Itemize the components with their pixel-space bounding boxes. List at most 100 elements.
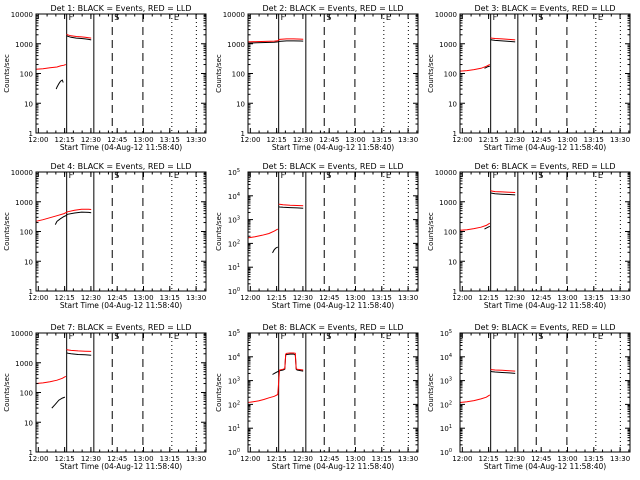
x-tick-label: 12:30: [505, 455, 525, 463]
y-tick-label: 1: [453, 130, 457, 138]
detector-panel-6: Det 6: BLACK = Events, RED = LLDFSE11010…: [427, 162, 631, 310]
detector-panel-7: Det 7: BLACK = Events, RED = LLDFSE11010…: [3, 323, 207, 471]
x-axis-label: Start Time (04-Aug-12 11:58:40): [484, 143, 606, 152]
plot-frame: [247, 171, 419, 292]
x-tick-label: 12:30: [81, 455, 101, 463]
x-tick-label: 12:30: [293, 455, 313, 463]
x-axis-label: Start Time (04-Aug-12 11:58:40): [272, 143, 394, 152]
y-tick-label: 105: [228, 329, 240, 338]
series-line-red: [247, 228, 279, 239]
x-tick-label: 12:45: [531, 136, 551, 144]
x-tick-label: 13:00: [133, 455, 153, 463]
x-tick-label: 13:15: [584, 294, 604, 302]
x-tick-label: 13:30: [186, 455, 206, 463]
x-tick-label: 13:30: [186, 294, 206, 302]
x-tick-label: 12:15: [55, 136, 75, 144]
vline-marker-label: E: [174, 332, 179, 341]
x-axis-label: Start Time (04-Aug-12 11:58:40): [60, 143, 182, 152]
x-tick-label: 12:15: [55, 294, 75, 302]
x-tick-label: 13:30: [610, 136, 630, 144]
x-tick-label: 12:45: [319, 294, 339, 302]
y-axis-label: Counts/sec: [215, 212, 223, 251]
series-line-black: [490, 192, 516, 196]
x-tick-label: 13:15: [372, 294, 392, 302]
detector-panel-5: Det 5: BLACK = Events, RED = LLDFSE10010…: [215, 162, 419, 310]
x-tick-label: 12:30: [505, 136, 525, 144]
y-axis-label: Counts/sec: [427, 54, 435, 93]
x-tick-label: 13:15: [372, 455, 392, 463]
x-tick-label: 13:00: [345, 455, 365, 463]
series-line-red: [490, 368, 516, 372]
y-tick-label: 100: [228, 448, 240, 457]
x-tick-label: 13:30: [610, 294, 630, 302]
vline-marker-label: F: [493, 171, 498, 180]
x-tick-label: 12:45: [319, 455, 339, 463]
x-tick-label: 13:15: [584, 455, 604, 463]
series-line-red: [247, 38, 304, 43]
series-line-red: [459, 222, 491, 231]
x-tick-label: 13:00: [557, 136, 577, 144]
x-tick-label: 12:30: [293, 294, 313, 302]
x-tick-label: 12:30: [505, 294, 525, 302]
y-tick-label: 1: [29, 288, 33, 296]
vline-marker-label: F: [281, 332, 286, 341]
y-axis-label: Counts/sec: [215, 54, 223, 93]
series-line-black: [66, 35, 92, 41]
y-tick-label: 10000: [11, 330, 33, 338]
x-tick-label: 13:15: [584, 136, 604, 144]
series-line-black: [66, 352, 92, 356]
y-tick-label: 100: [228, 287, 240, 296]
y-tick-label: 1000: [15, 360, 33, 368]
y-tick-label: 102: [440, 400, 452, 409]
vline-marker-label: E: [386, 332, 391, 341]
y-axis-label: Counts/sec: [3, 212, 11, 251]
series-line-red: [490, 37, 516, 41]
plot-frame: [35, 171, 207, 292]
y-tick-label: 1000: [439, 199, 457, 207]
x-tick-label: 13:00: [557, 294, 577, 302]
y-tick-label: 104: [228, 353, 240, 362]
series-line-black: [490, 38, 516, 43]
x-tick-label: 12:45: [107, 455, 127, 463]
panel-title: Det 4: BLACK = Events, RED = LLD: [51, 162, 192, 171]
y-tick-label: 1000: [15, 199, 33, 207]
y-tick-label: 102: [228, 400, 240, 409]
vline-marker-label: F: [281, 13, 286, 22]
y-tick-label: 10000: [435, 11, 457, 19]
x-tick-label: 13:00: [133, 136, 153, 144]
y-tick-label: 10: [448, 100, 457, 108]
series-line-black: [55, 79, 64, 90]
y-tick-label: 10000: [11, 11, 33, 19]
x-tick-label: 13:30: [186, 136, 206, 144]
series-line-black: [484, 65, 490, 69]
detector-panel-2: Det 2: BLACK = Events, RED = LLDFSE11010…: [215, 4, 419, 152]
x-axis-label: Start Time (04-Aug-12 11:58:40): [60, 301, 182, 310]
vline-marker-label: E: [174, 13, 179, 22]
series-line-red: [278, 203, 304, 207]
panel-title: Det 8: BLACK = Events, RED = LLD: [263, 323, 404, 332]
y-tick-label: 10000: [435, 169, 457, 177]
x-tick-label: 12:45: [531, 455, 551, 463]
x-tick-label: 12:15: [479, 455, 499, 463]
vline-marker-label: E: [598, 332, 603, 341]
panel-title: Det 1: BLACK = Events, RED = LLD: [51, 4, 192, 13]
y-tick-label: 103: [440, 377, 452, 386]
x-tick-label: 12:15: [479, 294, 499, 302]
panel-title: Det 6: BLACK = Events, RED = LLD: [475, 162, 616, 171]
y-tick-label: 1000: [15, 41, 33, 49]
plot-frame: [35, 13, 207, 134]
y-tick-label: 104: [440, 353, 452, 362]
x-tick-label: 12:00: [452, 455, 472, 463]
x-tick-label: 13:30: [610, 455, 630, 463]
x-axis-label: Start Time (04-Aug-12 11:58:40): [484, 301, 606, 310]
vline-marker-label: E: [174, 171, 179, 180]
x-tick-label: 12:00: [28, 136, 48, 144]
plot-frame: [247, 13, 419, 134]
x-tick-label: 13:00: [557, 455, 577, 463]
y-tick-label: 103: [228, 377, 240, 386]
y-axis-label: Counts/sec: [3, 54, 11, 93]
vline-marker-label: E: [386, 13, 391, 22]
x-tick-label: 12:15: [267, 136, 287, 144]
vline-marker-label: F: [69, 171, 74, 180]
x-axis-label: Start Time (04-Aug-12 11:58:40): [272, 462, 394, 471]
